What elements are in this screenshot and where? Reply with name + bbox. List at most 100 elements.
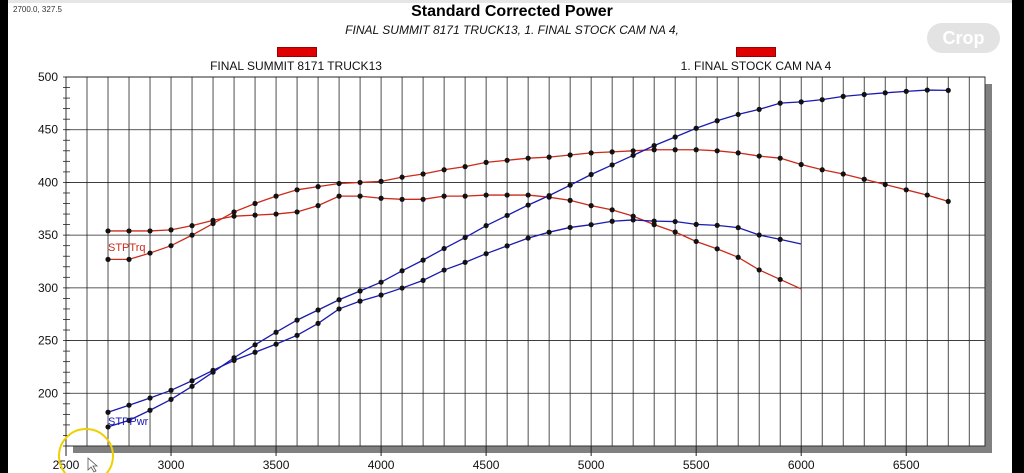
- data-point: [105, 409, 111, 415]
- data-point: [777, 100, 783, 106]
- data-point: [252, 200, 258, 207]
- data-point: [357, 288, 363, 294]
- data-point: [651, 147, 657, 153]
- data-point: [714, 148, 720, 154]
- data-point: [399, 285, 405, 291]
- data-point: [483, 223, 489, 229]
- data-point: [168, 227, 174, 233]
- x-tick-label: 4000: [368, 458, 395, 472]
- data-point: [840, 171, 846, 177]
- data-point: [189, 378, 195, 384]
- data-point: [672, 147, 678, 153]
- crop-button[interactable]: Crop: [927, 23, 1000, 53]
- data-point: [294, 317, 300, 323]
- data-point: [126, 256, 132, 262]
- x-tick-label: 2500: [53, 458, 80, 472]
- data-point: [483, 159, 489, 165]
- data-point: [672, 134, 678, 140]
- data-point: [525, 192, 531, 198]
- data-point: [798, 99, 804, 105]
- data-point: [630, 152, 636, 158]
- data-point: [693, 125, 699, 131]
- data-point: [441, 167, 447, 173]
- data-point: [924, 192, 930, 198]
- data-point: [567, 224, 573, 231]
- data-point: [315, 307, 321, 313]
- data-point: [105, 228, 111, 234]
- data-point: [399, 196, 405, 202]
- data-point: [693, 147, 699, 153]
- data-point: [273, 211, 279, 217]
- data-point: [147, 395, 153, 401]
- data-point: [756, 267, 762, 273]
- data-point: [189, 383, 195, 389]
- data-point: [273, 329, 279, 335]
- data-point: [315, 184, 321, 190]
- x-tick-label: 5500: [683, 458, 710, 472]
- x-tick-label: 3500: [263, 458, 290, 472]
- data-point: [525, 202, 531, 208]
- data-point: [924, 87, 930, 93]
- chart-title: Standard Corrected Power: [411, 3, 613, 20]
- data-point: [399, 268, 405, 274]
- y-tick-label: 250: [38, 334, 58, 348]
- data-point: [735, 254, 741, 260]
- mouse-cursor-icon: [87, 457, 99, 473]
- data-point: [378, 279, 384, 285]
- data-point: [861, 91, 867, 98]
- data-point: [420, 257, 426, 263]
- data-point: [441, 267, 447, 273]
- data-point: [588, 222, 594, 228]
- cursor-highlight-circle: [58, 428, 114, 473]
- data-point: [525, 235, 531, 241]
- data-point: [609, 162, 615, 168]
- plot-area: [65, 76, 986, 447]
- data-point: [693, 238, 699, 245]
- data-point: [399, 174, 405, 180]
- y-tick-label: 300: [38, 281, 58, 295]
- data-point: [882, 90, 888, 96]
- data-point: [840, 93, 846, 99]
- data-point: [252, 349, 258, 355]
- data-point: [567, 182, 573, 188]
- data-point: [273, 193, 279, 199]
- data-point: [420, 171, 426, 177]
- data-point: [210, 369, 216, 375]
- data-point: [483, 251, 489, 257]
- power-series-label: STPPwr: [108, 416, 149, 428]
- data-point: [714, 118, 720, 124]
- data-point: [546, 229, 552, 235]
- data-point: [651, 218, 657, 224]
- data-point: [777, 276, 783, 283]
- x-tick-label: 4500: [473, 458, 500, 472]
- data-point: [504, 157, 510, 163]
- data-point: [336, 193, 342, 199]
- data-point: [903, 88, 909, 94]
- data-point: [504, 192, 510, 198]
- x-tick-label: 3000: [158, 458, 185, 472]
- data-point: [231, 209, 237, 215]
- data-point: [315, 320, 321, 326]
- data-point: [147, 407, 153, 413]
- data-point: [357, 193, 363, 199]
- y-tick-label: 450: [38, 123, 58, 137]
- data-point: [714, 222, 720, 228]
- data-point: [819, 97, 825, 103]
- data-point: [672, 218, 678, 225]
- data-point: [378, 292, 384, 298]
- data-point: [735, 111, 741, 118]
- data-point: [231, 213, 237, 219]
- y-tick-label: 400: [38, 175, 58, 189]
- y-tick-label: 350: [38, 228, 58, 242]
- x-tick-label: 6000: [788, 458, 815, 472]
- x-tick-label: 5000: [578, 458, 605, 472]
- data-point: [756, 232, 762, 238]
- data-point: [882, 181, 888, 188]
- data-point: [777, 155, 783, 161]
- data-point: [462, 234, 468, 241]
- data-point: [189, 223, 195, 229]
- data-point: [462, 164, 468, 170]
- data-point: [588, 203, 594, 209]
- data-point: [609, 149, 615, 155]
- data-point: [546, 193, 552, 199]
